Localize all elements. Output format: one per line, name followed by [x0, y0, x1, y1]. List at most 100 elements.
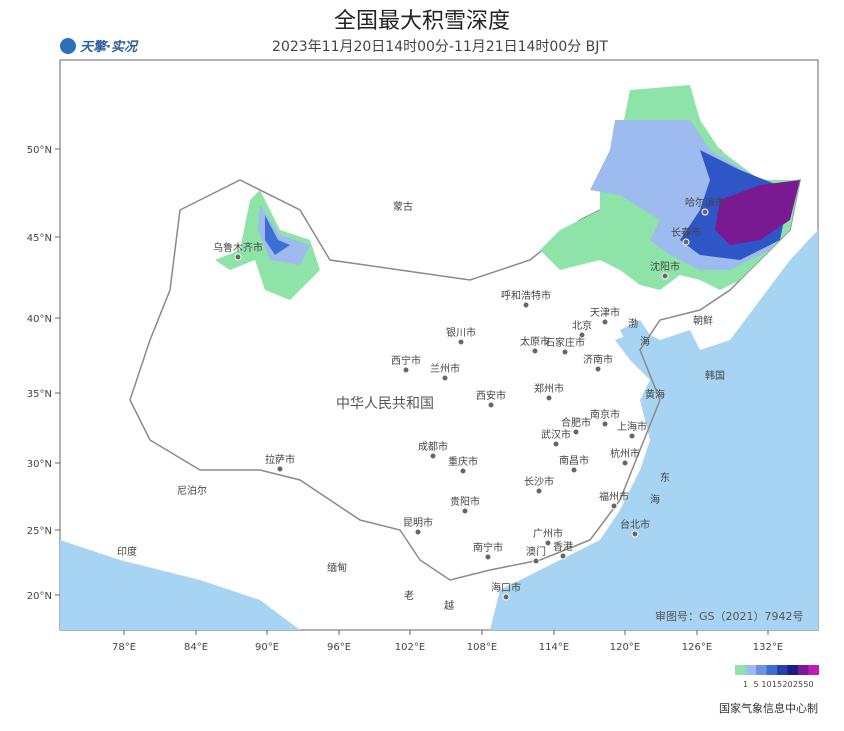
city-marker	[544, 539, 552, 547]
city-marker	[487, 401, 495, 409]
city-marker	[459, 467, 467, 475]
sea	[620, 320, 650, 350]
city-marker	[535, 487, 543, 495]
lon-label: 108°E	[467, 642, 497, 653]
sea-label: 渤	[628, 317, 638, 330]
city-marker	[522, 301, 530, 309]
lat-label: 45°N	[27, 233, 52, 244]
legend-label: 10	[761, 680, 771, 689]
city-label: 西安市	[476, 389, 506, 402]
legend-swatch	[808, 665, 819, 675]
city-marker	[276, 465, 284, 473]
city-label: 兰州市	[430, 362, 460, 375]
lon-label: 96°E	[327, 642, 351, 653]
city-label: 武汉市	[541, 428, 571, 441]
city-label: 贵阳市	[450, 495, 480, 508]
city-marker	[461, 507, 469, 515]
sea-label: 东	[660, 471, 670, 484]
city-marker	[621, 459, 629, 467]
city-marker	[594, 365, 602, 373]
city-label: 福州市	[599, 490, 629, 503]
lon-label: 102°E	[395, 642, 425, 653]
city-label: 西宁市	[391, 354, 421, 367]
lat-label: 20°N	[27, 591, 52, 602]
city-label: 银川市	[446, 326, 476, 339]
city-label: 长沙市	[524, 475, 554, 488]
logo-icon	[60, 38, 76, 54]
region-label: 印度	[117, 545, 137, 558]
ocean	[490, 230, 818, 630]
city-marker	[578, 331, 586, 339]
city-marker	[682, 238, 690, 246]
city-label: 太原市	[520, 335, 550, 348]
lat-label: 40°N	[27, 314, 52, 325]
city-marker	[234, 253, 242, 261]
city-label: 合肥市	[561, 416, 591, 429]
city-label: 重庆市	[448, 455, 478, 468]
city-label: 台北市	[620, 518, 650, 531]
region-label: 尼泊尔	[177, 484, 207, 497]
lon-label: 114°E	[539, 642, 569, 653]
city-label: 昆明市	[403, 516, 433, 529]
city-marker	[561, 348, 569, 356]
legend-swatch	[787, 665, 798, 675]
legend-swatch	[756, 665, 767, 675]
city-label: 哈尔滨市	[685, 196, 725, 209]
city-marker	[531, 347, 539, 355]
legend-swatch	[798, 665, 809, 675]
city-label: 石家庄市	[545, 336, 585, 349]
footer: 国家气象信息中心制	[719, 701, 818, 715]
city-label: 郑州市	[534, 382, 564, 395]
city-label: 长春市	[671, 226, 701, 239]
city-label: 乌鲁木齐市	[213, 241, 263, 254]
approval-number: 审图号：GS（2021）7942号	[655, 609, 804, 623]
legend-label: 50	[803, 680, 813, 689]
city-label: 呼和浩特市	[501, 289, 551, 302]
city-label: 南昌市	[559, 454, 589, 467]
sea-label: 海	[650, 493, 660, 506]
ocean	[60, 540, 300, 630]
title: 全国最大积雪深度	[334, 9, 510, 34]
lat-label: 30°N	[27, 459, 52, 470]
city-marker	[559, 552, 567, 560]
city-label: 济南市	[583, 353, 613, 366]
subtitle: 2023年11月20日14时00分-11月21日14时00分 BJT	[272, 39, 608, 55]
snow-area	[715, 180, 800, 245]
region-label: 缅甸	[327, 561, 347, 574]
city-marker	[661, 272, 669, 280]
sea-label: 黄海	[645, 388, 665, 401]
city-marker	[601, 318, 609, 326]
lon-label: 132°E	[753, 642, 783, 653]
legend-label: 5	[753, 680, 758, 689]
region-label: 越	[444, 599, 454, 612]
city-marker	[532, 557, 540, 565]
city-label: 天津市	[590, 306, 620, 319]
city-label: 南宁市	[473, 541, 503, 554]
city-marker	[402, 366, 410, 374]
city-label: 海口市	[491, 581, 521, 594]
city-marker	[414, 528, 422, 536]
lon-label: 78°E	[112, 642, 136, 653]
city-marker	[429, 452, 437, 460]
region-label: 中华人民共和国	[336, 396, 434, 412]
snow-area	[258, 205, 310, 265]
lat-label: 35°N	[27, 389, 52, 400]
legend-swatch	[766, 665, 777, 675]
logo: 天擎·实况	[80, 39, 139, 55]
city-marker	[628, 432, 636, 440]
city-label: 沈阳市	[650, 260, 680, 273]
legend-swatch	[735, 665, 746, 675]
lon-label: 126°E	[682, 642, 712, 653]
city-marker	[457, 338, 465, 346]
lon-label: 120°E	[610, 642, 640, 653]
legend-label: 20	[782, 680, 792, 689]
region-label: 朝鲜	[693, 314, 713, 327]
legend-label: 25	[793, 680, 803, 689]
city-marker	[610, 502, 618, 510]
city-label: 广州市	[533, 527, 563, 540]
legend: 1 5 10 15 20 25 50	[735, 665, 819, 689]
region-label: 蒙古	[393, 200, 413, 213]
city-marker	[631, 530, 639, 538]
